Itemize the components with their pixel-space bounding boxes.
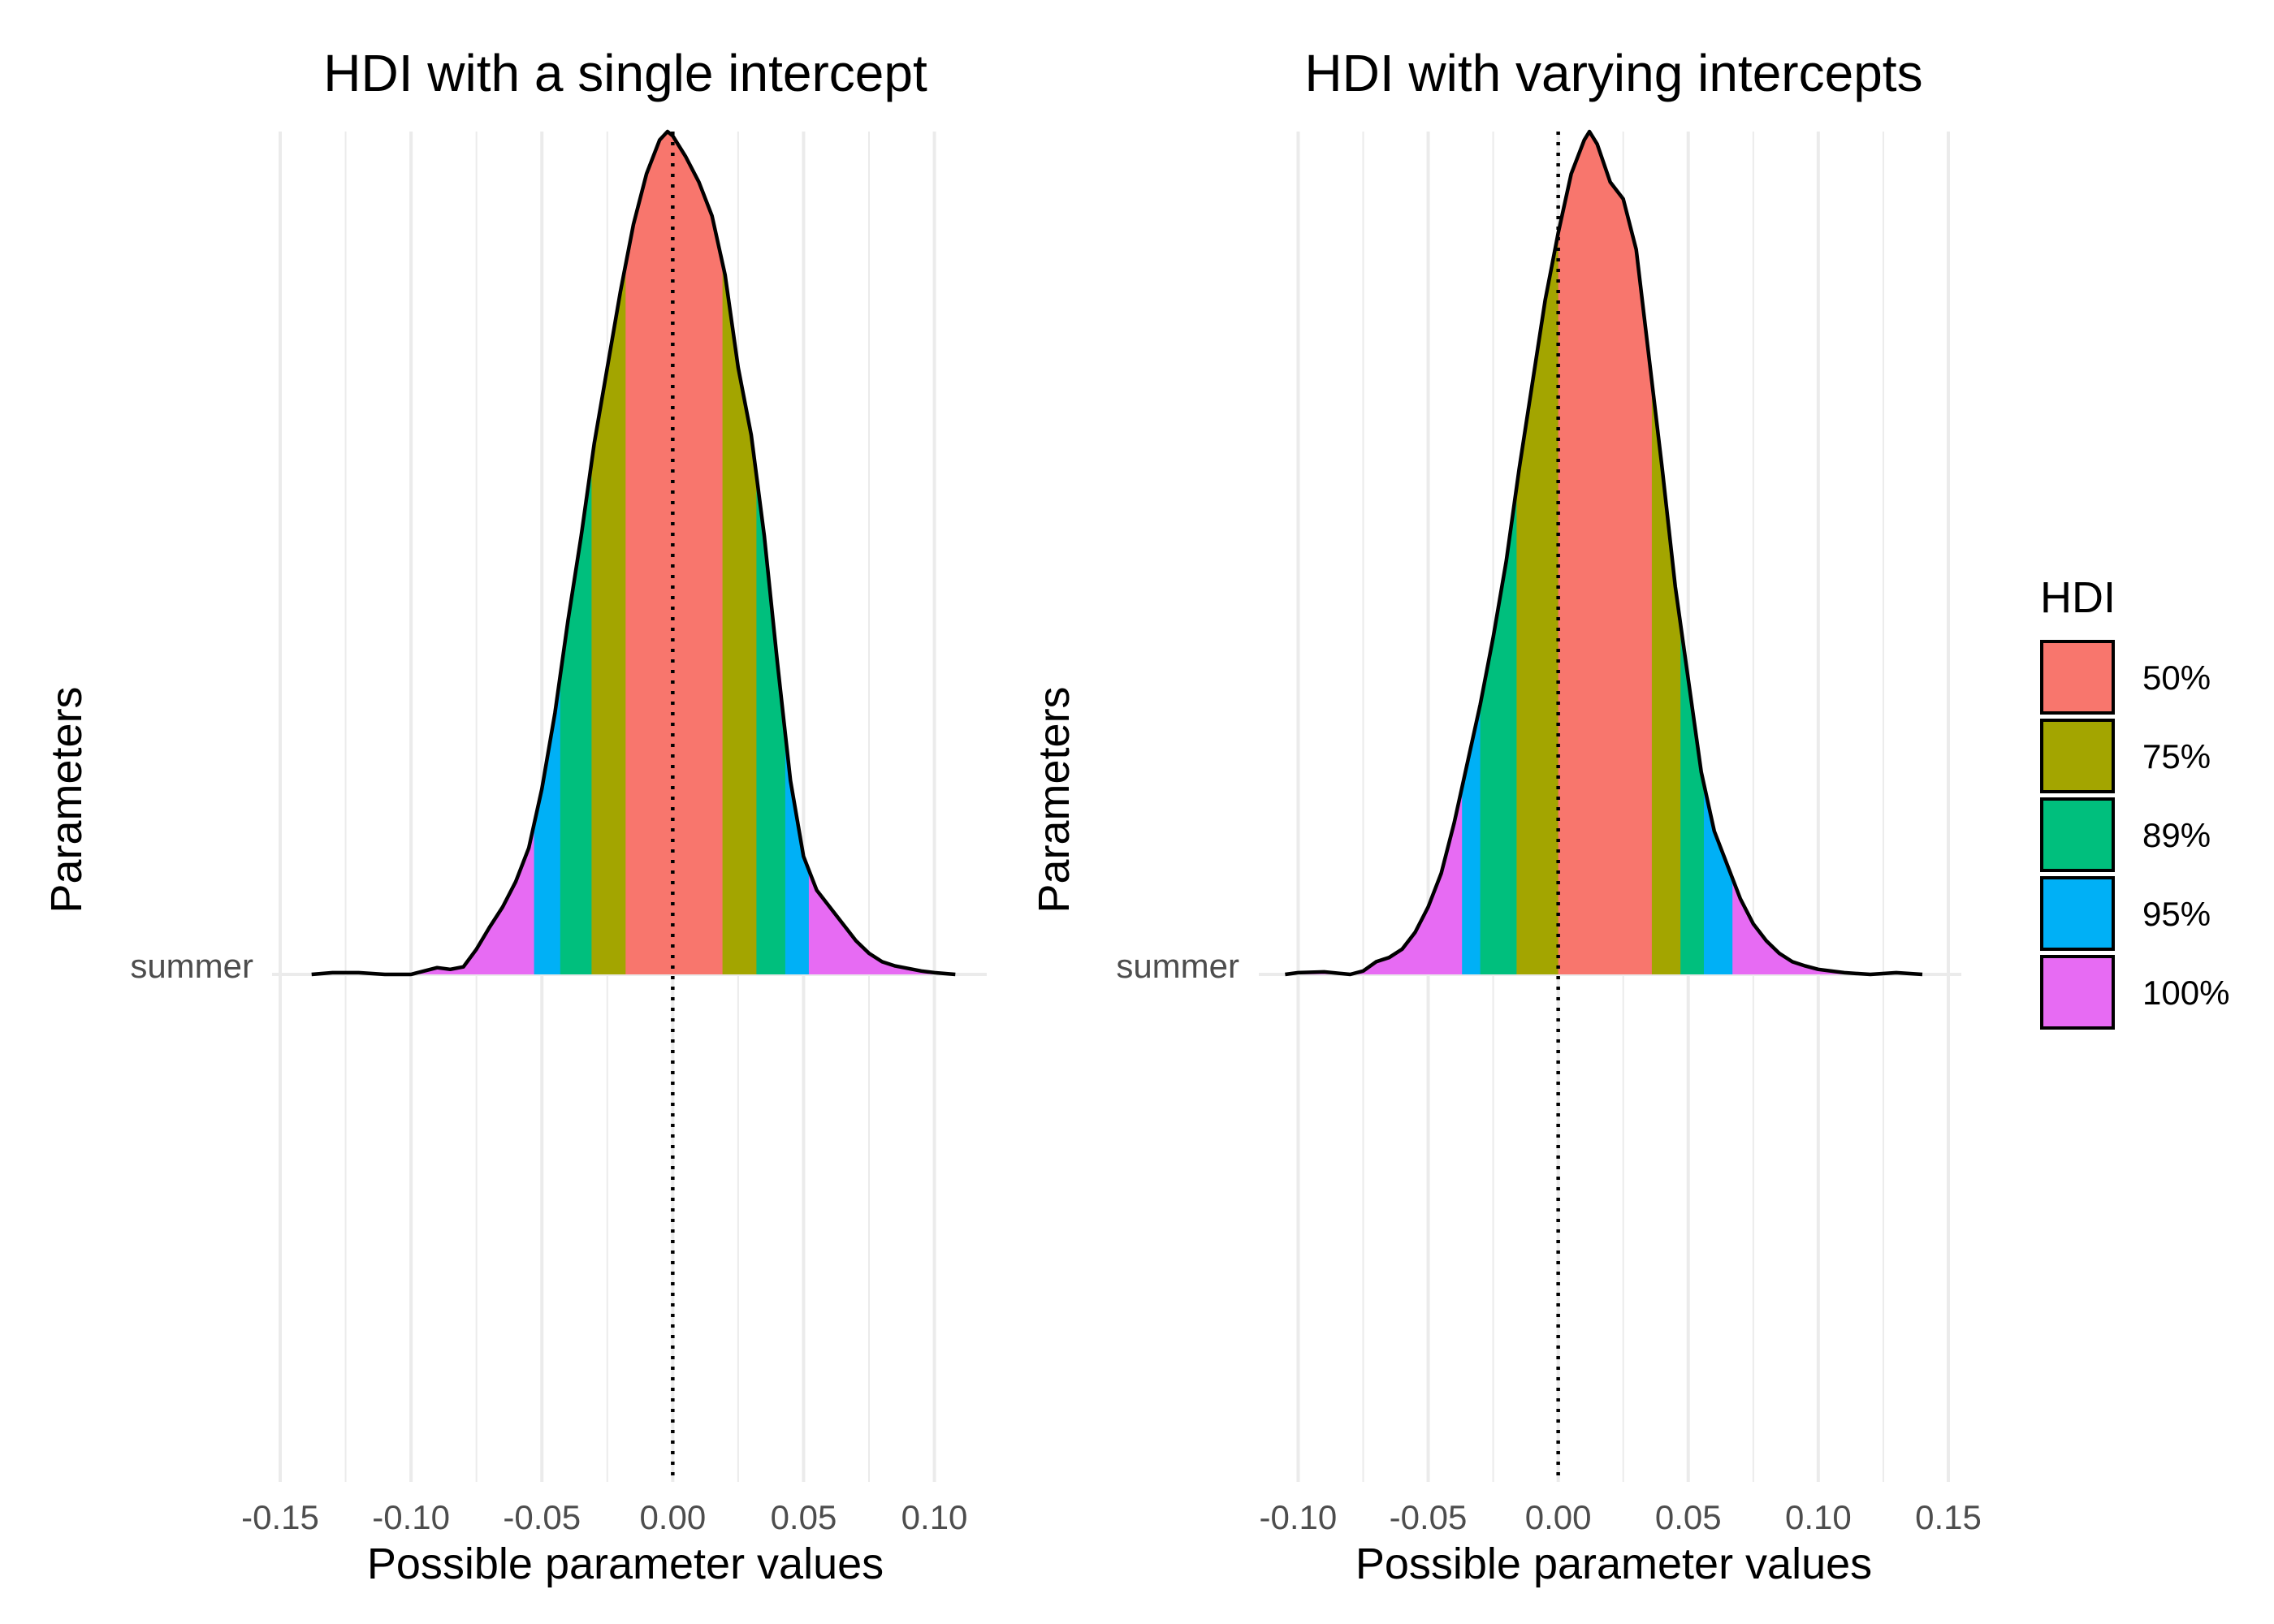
hdi-band-50 bbox=[625, 132, 723, 974]
panel-right-x-axis-title: Possible parameter values bbox=[1355, 1540, 1872, 1588]
legend-label-100: 100% bbox=[2142, 974, 2229, 1012]
legend-items: 50% 75% 89% 95% 100% bbox=[2040, 640, 2229, 1030]
panel-left-y-tick-label: summer bbox=[130, 947, 253, 985]
panel-right-y-axis-title: Parameters bbox=[1030, 686, 1079, 913]
x-tick-label: 0.10 bbox=[901, 1498, 968, 1536]
x-tick-label: 0.00 bbox=[1525, 1498, 1592, 1536]
x-tick-label: -0.05 bbox=[1390, 1498, 1468, 1536]
legend-label-50: 50% bbox=[2142, 659, 2211, 697]
panel-left-density bbox=[311, 129, 956, 1482]
panel-right: HDI with varying intercepts -0.10 -0.05 0.… bbox=[1030, 44, 1982, 1588]
legend-title: HDI bbox=[2040, 573, 2116, 622]
panel-right-density bbox=[1285, 129, 1923, 1482]
panel-right-title: HDI with varying intercepts bbox=[1304, 44, 1922, 102]
legend-swatch-50 bbox=[2040, 640, 2115, 715]
x-tick-label: 0.05 bbox=[1655, 1498, 1722, 1536]
x-tick-label: -0.10 bbox=[1260, 1498, 1338, 1536]
panel-right-y-tick-label: summer bbox=[1116, 947, 1239, 985]
x-tick-label: -0.05 bbox=[503, 1498, 581, 1536]
x-tick-label: 0.10 bbox=[1785, 1498, 1852, 1536]
density-outline bbox=[1285, 129, 1923, 977]
density-outline bbox=[311, 129, 956, 977]
hdi-band-50 bbox=[1558, 132, 1652, 974]
panel-left-y-axis-title: Parameters bbox=[42, 686, 91, 913]
panel-left-title: HDI with a single intercept bbox=[323, 44, 927, 102]
panel-left-x-axis-title: Possible parameter values bbox=[367, 1540, 884, 1588]
legend: HDI 50% 75% 89% 95% 100% bbox=[2040, 573, 2229, 1030]
legend-swatch-89 bbox=[2040, 797, 2115, 872]
x-tick-label: 0.00 bbox=[639, 1498, 706, 1536]
legend-label-95: 95% bbox=[2142, 895, 2211, 933]
panel-left-ticks: -0.15 -0.10 -0.05 0.00 0.05 0.10 bbox=[241, 1498, 967, 1536]
legend-label-75: 75% bbox=[2142, 737, 2211, 775]
x-tick-label: 0.05 bbox=[771, 1498, 837, 1536]
x-tick-label: -0.10 bbox=[372, 1498, 450, 1536]
x-tick-label: -0.15 bbox=[241, 1498, 319, 1536]
legend-swatch-95 bbox=[2040, 876, 2115, 951]
panel-left: HDI with a single intercept -0.15 -0.10 -0… bbox=[42, 44, 987, 1588]
legend-swatch-100 bbox=[2040, 955, 2115, 1030]
x-tick-label: 0.15 bbox=[1915, 1498, 1982, 1536]
panel-right-ticks: -0.10 -0.05 0.00 0.05 0.10 0.15 bbox=[1260, 1498, 1982, 1536]
legend-label-89: 89% bbox=[2142, 816, 2211, 854]
legend-swatch-75 bbox=[2040, 719, 2115, 793]
